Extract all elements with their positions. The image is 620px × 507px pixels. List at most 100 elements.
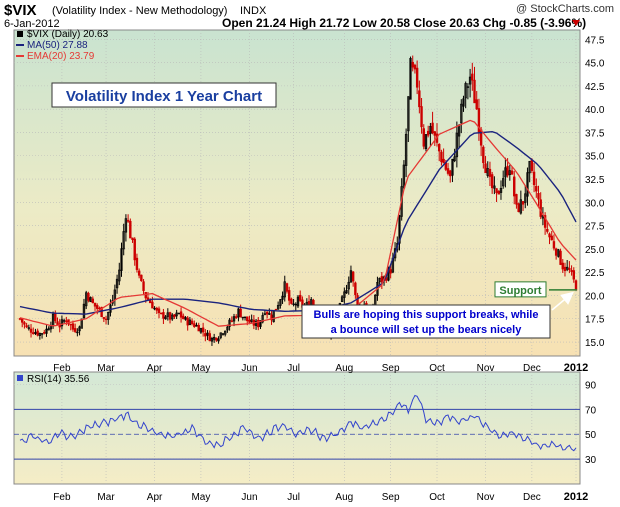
price-bar-body [146,297,150,300]
price-bar-body [230,320,234,322]
price-bar-body [246,316,249,322]
price-bar-body [206,332,209,336]
price-bar-body [265,311,269,315]
price-bar-body [466,86,470,88]
price-bar-body [219,332,222,338]
price-bar-body [239,308,242,318]
price-bar-body [69,323,72,326]
price-bar-body [137,270,141,276]
price-bar-body [135,257,139,270]
price-bar-body [570,270,573,272]
rsi-x-tick-label: Feb [53,492,71,503]
symbol-description: (Volatility Index - New Methodology) [52,5,228,17]
rsi-y-tick-label: 90 [585,380,597,391]
price-bar-body [424,134,428,150]
rsi-panel-background [13,371,581,485]
price-y-tick-label: 45.0 [585,59,605,70]
price-bar-body [354,282,357,296]
price-bar-body [204,333,207,337]
price-bar-body [131,237,134,241]
rsi-x-tick-label: Sep [382,492,400,503]
legend-swatch [17,31,23,37]
price-bar-body [151,301,154,309]
price-bar-body [23,322,26,325]
price-bar-body [351,271,355,282]
price-bar-body [486,168,489,176]
price-y-tick-label: 40.0 [585,105,605,116]
price-bar-body [168,312,172,320]
price-bar-body [407,96,410,132]
price-bar-body [89,297,92,303]
price-bar-body [80,318,83,329]
rsi-y-tick-label: 50 [585,430,597,441]
price-bar-body [184,317,187,320]
price-bar-body [543,215,547,228]
rsi-y-tick-label: 30 [585,455,597,466]
support-label: Support [499,285,541,297]
price-bar-body [179,311,183,318]
rsi-x-tick-label: Oct [429,492,445,503]
price-bar-body [554,248,558,256]
legend-entry: $VIX (Daily) 20.63 [27,29,109,40]
price-bar-body [228,319,231,327]
price-bar-body [36,330,39,336]
price-bar-body [201,327,205,333]
rsi-x-tick-label: Apr [147,492,163,503]
price-bar-body [299,294,302,301]
price-bar-body [71,323,75,330]
rsi-x-tick-label: Aug [335,492,353,503]
price-bar-body [250,319,253,322]
price-bar-body [73,328,77,332]
price-y-tick-label: 25.0 [585,245,605,256]
price-bar-body [104,318,108,321]
price-x-tick-label: 2012 [564,362,588,374]
price-bar-body [285,283,289,292]
price-bar-body [120,248,123,271]
rsi-x-tick-label: Nov [477,492,495,503]
price-bar-body [438,144,441,152]
price-bar-body [574,280,578,291]
price-bar-body [226,326,229,331]
price-bar-body [508,170,512,175]
annotations: Support Volatility Index 1 Year Chart Bull… [51,82,577,339]
price-bar-body [268,312,271,315]
rsi-legend-entry: RSI(14) 35.56 [27,374,90,385]
price-bar-body [84,292,88,307]
price-bar-body [488,168,492,177]
price-bar-body [91,298,95,304]
price-bar-body [93,302,97,307]
price-bar-body [166,312,170,317]
price-bar-body [67,319,70,325]
price-bar-body [378,277,381,282]
price-bar-body [442,158,445,164]
price-bar-body [96,305,99,309]
price-bar-body [548,233,551,238]
price-bar-body [140,274,143,282]
legend-entry: MA(50) 27.88 [27,40,88,51]
price-bar-body [155,307,158,311]
price-bar-body [501,178,505,187]
annotation-text-line: Bulls are hoping this support breaks, wh… [314,309,539,321]
rsi-x-tick-label: Mar [97,492,115,503]
price-bar-body [270,314,273,321]
price-bar-body [261,315,264,323]
axis-labels: 15.0 17.5 20.0 22.5 25.0 27.5 30.0 32.5 35.0 37.5… [53,35,605,503]
price-bar-body [188,319,192,326]
price-y-tick-label: 22.5 [585,268,605,279]
price-bar-body [506,165,509,176]
rsi-legend-swatch [17,375,23,381]
price-bar-body [212,337,216,340]
price-bar-body [433,131,436,136]
price-bar-body [565,266,569,270]
price-bar-body [118,269,121,282]
price-bar-body [142,281,145,291]
price-bar-body [449,170,452,177]
price-bar-body [422,128,425,147]
price-bar-body [274,308,278,311]
price-bar-body [43,332,46,334]
price-bar-body [521,201,525,205]
price-bar-body [415,67,419,88]
price-bar-body [482,146,485,164]
price-bar-body [471,73,474,81]
price-bar-body [349,270,353,283]
